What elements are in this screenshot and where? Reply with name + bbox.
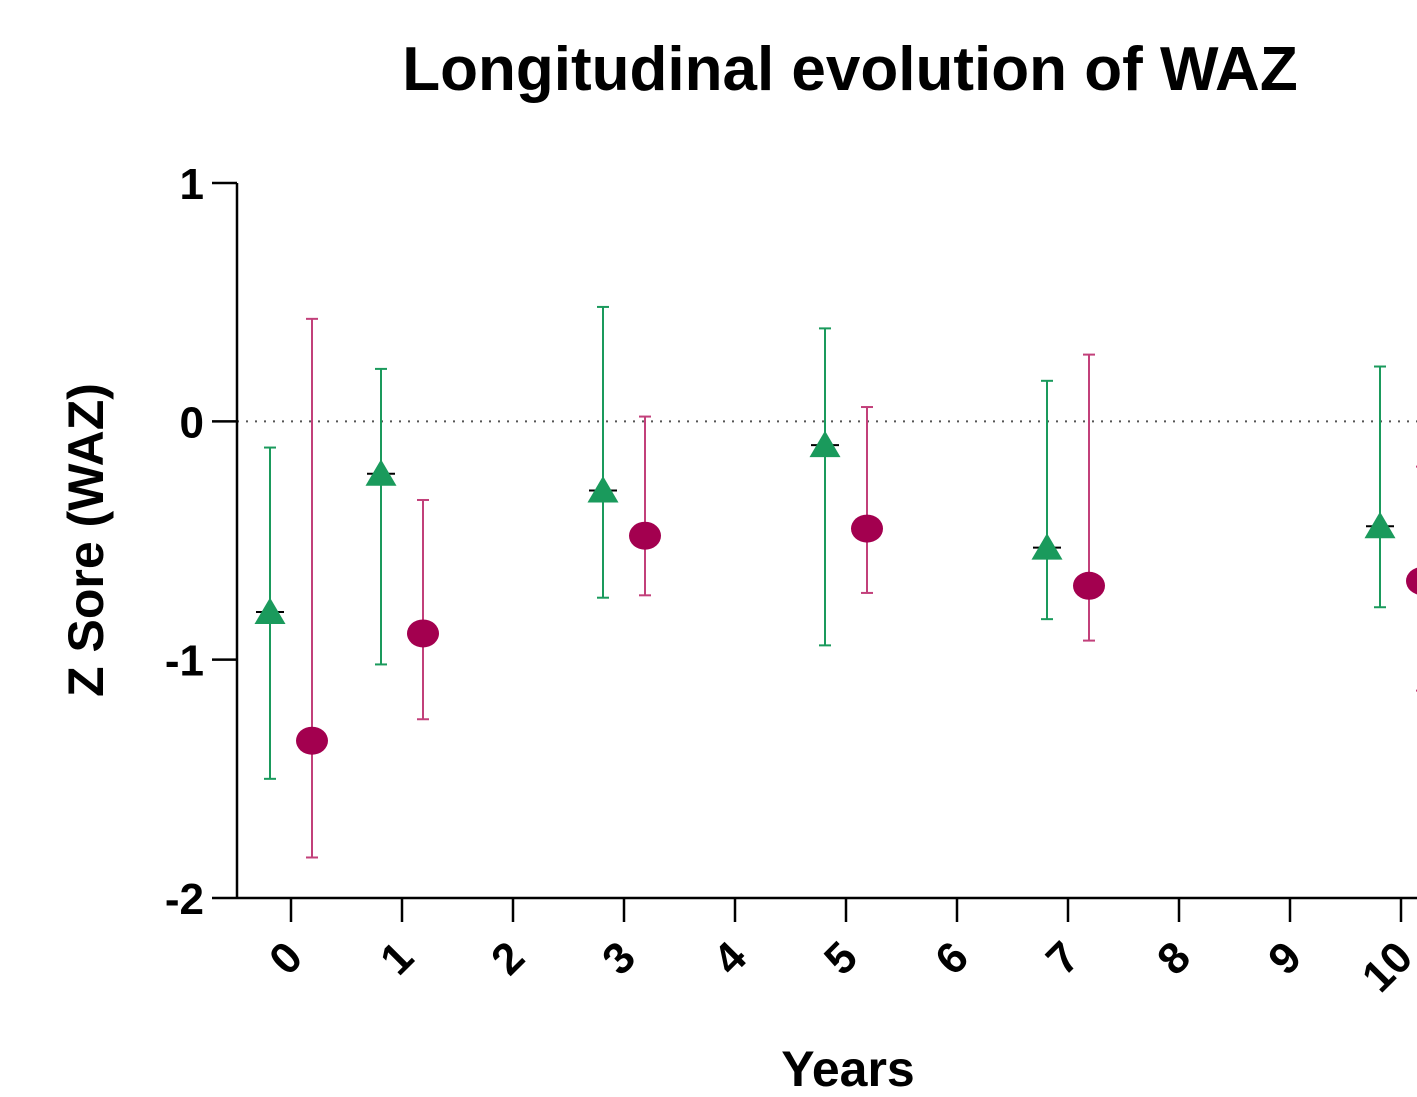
x-tick-label: 7 — [1037, 932, 1089, 984]
x-tick-label: 2 — [482, 932, 534, 984]
data-point — [407, 498, 439, 721]
x-tick-label: 6 — [926, 932, 978, 984]
x-tick-label: 10 — [1353, 932, 1417, 1001]
data-point — [851, 406, 883, 594]
triangle-marker — [365, 459, 397, 486]
data-point — [1073, 353, 1105, 642]
triangle-marker — [587, 476, 619, 503]
x-tick-label: 1 — [371, 932, 423, 984]
data-point — [1406, 465, 1417, 692]
y-tick-label: 0 — [180, 398, 204, 447]
x-tick-label: 8 — [1148, 932, 1200, 984]
data-point — [587, 305, 619, 599]
circle-marker — [851, 514, 883, 543]
data-point — [1364, 365, 1396, 609]
y-tick-label: -2 — [165, 875, 204, 924]
triangle-marker — [1364, 511, 1396, 539]
circle-marker — [407, 619, 439, 648]
circle-marker — [629, 521, 661, 550]
x-tick-label: 4 — [704, 932, 756, 984]
triangle-marker — [809, 430, 841, 458]
data-point — [365, 367, 397, 666]
circle-marker — [1406, 567, 1417, 595]
y-axis-title: Z Sore (WAZ) — [58, 383, 114, 697]
y-tick-label: -1 — [165, 637, 204, 686]
chart-title: Longitudinal evolution of WAZ — [402, 35, 1297, 104]
triangle-marker — [1031, 533, 1063, 560]
circle-marker — [296, 726, 328, 755]
triangle-marker — [254, 597, 286, 624]
circle-marker — [1073, 571, 1105, 600]
data-point — [809, 327, 841, 647]
y-tick-label: 1 — [180, 160, 204, 209]
x-tick-label: 3 — [593, 932, 645, 984]
x-tick-label: 0 — [260, 932, 312, 984]
data-point — [629, 415, 661, 597]
x-tick-label: 9 — [1259, 932, 1311, 984]
data-point — [296, 317, 328, 859]
x-tick-label: 5 — [815, 932, 867, 984]
data-point — [1031, 379, 1063, 621]
x-axis-title: Years — [781, 1041, 914, 1097]
plot-area: 10-1-20 1 2 3 4 5 6 7 8 9 10 — [165, 160, 1417, 1002]
data-point — [254, 446, 286, 780]
